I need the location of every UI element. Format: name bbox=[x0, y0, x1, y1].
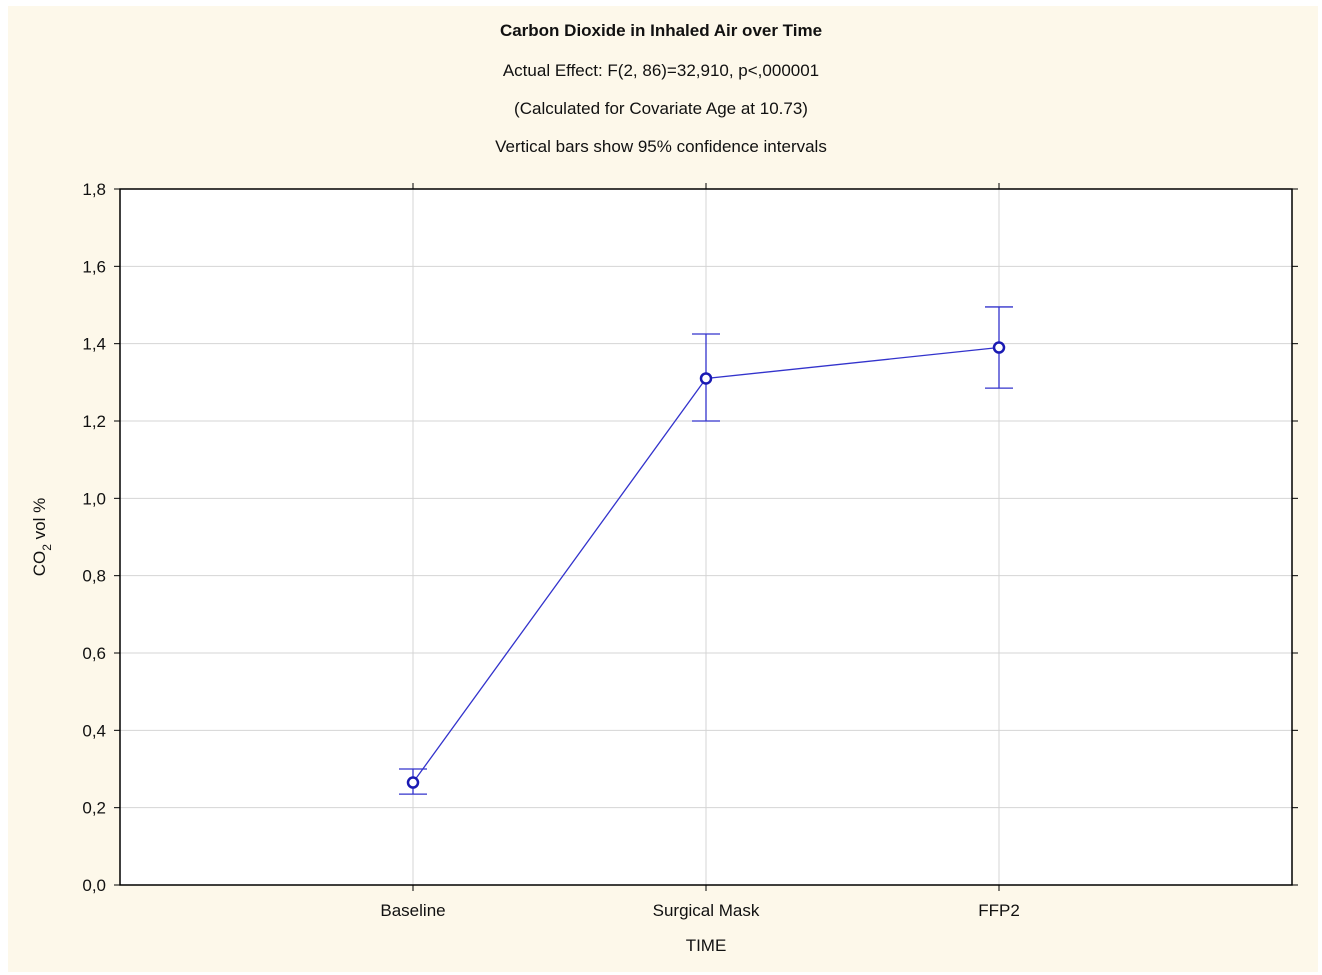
axis-ticks bbox=[114, 183, 1298, 891]
y-tick-label: 0,8 bbox=[82, 567, 106, 586]
x-category-label: Surgical Mask bbox=[653, 901, 760, 920]
y-tick-label: 0,4 bbox=[82, 721, 106, 740]
chart-subtitle-ci-note: Vertical bars show 95% confidence interv… bbox=[495, 137, 827, 156]
data-point bbox=[406, 776, 420, 789]
y-axis-label: CO2 vol % bbox=[30, 498, 54, 576]
series-1 bbox=[399, 306, 1013, 795]
data-point bbox=[699, 372, 713, 385]
x-category-label: Baseline bbox=[380, 901, 445, 920]
x-axis-label: TIME bbox=[686, 936, 727, 955]
tick-labels: 0,0 0,2 0,4 0,6 0,8 1,0 1,2 1,4 1,6 1,8 Baseline Su… bbox=[82, 180, 1019, 920]
y-tick-label: 1,8 bbox=[82, 180, 106, 199]
chart-subtitle-effect: Actual Effect: F(2, 86)=32,910, p<,00000… bbox=[502, 61, 820, 80]
y-tick-label: 0,2 bbox=[82, 799, 106, 818]
y-axis-label-unit: vol % bbox=[30, 498, 49, 544]
y-tick-label: 1,2 bbox=[82, 412, 106, 431]
chart-subtitle-covariate: (Calculated for Covariate Age at 10.73) bbox=[514, 99, 808, 118]
y-tick-label: 1,6 bbox=[82, 257, 106, 276]
x-category-label: FFP2 bbox=[978, 901, 1020, 920]
y-tick-label: 1,0 bbox=[82, 489, 106, 508]
data-point bbox=[992, 341, 1006, 354]
chart-title: Carbon Dioxide in Inhaled Air over Time bbox=[499, 21, 823, 40]
y-axis-label-main: CO bbox=[30, 551, 49, 577]
y-tick-label: 0,6 bbox=[82, 644, 106, 663]
y-axis-label-subscript: 2 bbox=[40, 544, 54, 551]
y-tick-label: 0,0 bbox=[82, 876, 106, 895]
y-tick-label: 1,4 bbox=[82, 335, 106, 354]
